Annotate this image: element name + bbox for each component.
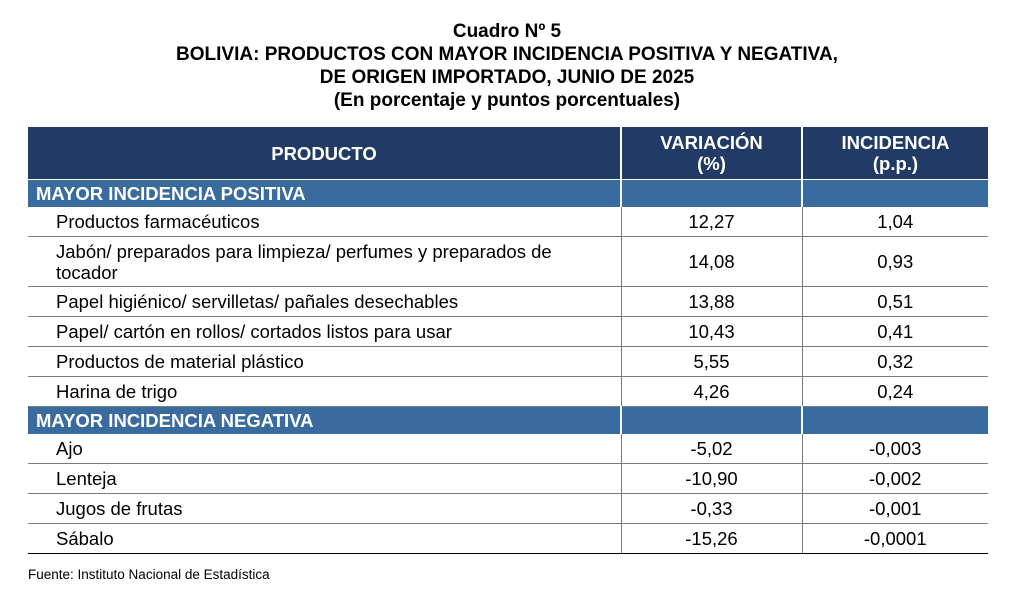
product-name: Ajo <box>28 434 621 464</box>
table-row: Productos farmacéuticos 12,27 1,04 <box>28 207 988 237</box>
incidence-value: 0,24 <box>801 376 988 407</box>
incidence-value: -0,0001 <box>801 523 988 554</box>
incidence-value: 0,51 <box>801 286 988 317</box>
table-row: Jabón/ preparados para limpieza/ perfume… <box>28 236 988 287</box>
source-note: Fuente: Instituto Nacional de Estadístic… <box>28 567 270 582</box>
header-variacion: VARIACIÓN (%) <box>621 127 803 180</box>
table-row: Lenteja -10,90 -0,002 <box>28 463 988 494</box>
product-name: Sábalo <box>28 523 621 554</box>
header-incidencia-line-1: INCIDENCIA <box>841 132 950 153</box>
section-cell-empty <box>801 406 988 434</box>
product-name: Jugos de frutas <box>28 493 621 524</box>
incidence-value: -0,002 <box>801 463 988 494</box>
incidence-value: 0,41 <box>801 316 988 347</box>
header-producto: PRODUCTO <box>28 127 622 180</box>
product-name: Jabón/ preparados para limpieza/ perfume… <box>28 236 621 287</box>
product-name: Papel/ cartón en rollos/ cortados listos… <box>28 316 621 347</box>
header-incidencia-line-2: (p.p.) <box>872 153 919 174</box>
table-subtitle: (En porcentaje y puntos porcentuales) <box>333 90 681 111</box>
products-incidence-table: PRODUCTO VARIACIÓN (%) INCIDENCIA (p.p.)… <box>28 127 988 554</box>
table-label: Cuadro Nº 5 <box>452 21 562 42</box>
incidence-value: 0,93 <box>801 236 988 287</box>
variation-value: 12,27 <box>620 207 802 237</box>
variation-value: 13,88 <box>620 286 802 317</box>
section-cell-empty <box>801 179 988 207</box>
product-name: Productos farmacéuticos <box>28 207 621 237</box>
variation-value: 4,26 <box>620 376 802 407</box>
header-variacion-line-2: (%) <box>697 153 726 174</box>
table-row: Harina de trigo 4,26 0,24 <box>28 376 988 407</box>
table-header-row: PRODUCTO VARIACIÓN (%) INCIDENCIA (p.p.) <box>28 127 988 180</box>
section-cell-empty <box>620 179 802 207</box>
incidence-value: -0,003 <box>801 434 988 464</box>
table-row: Papel/ cartón en rollos/ cortados listos… <box>28 316 988 347</box>
section-title-negative: MAYOR INCIDENCIA NEGATIVA <box>28 406 621 434</box>
variation-value: 5,55 <box>620 346 802 377</box>
table-title-line-2: DE ORIGEN IMPORTADO, JUNIO DE 2025 <box>319 67 695 88</box>
table-row: Jugos de frutas -0,33 -0,001 <box>28 493 988 524</box>
product-name: Lenteja <box>28 463 621 494</box>
table-row: Papel higiénico/ servilletas/ pañales de… <box>28 286 988 317</box>
incidence-value: 1,04 <box>801 207 988 237</box>
variation-value: -0,33 <box>620 493 802 524</box>
incidence-value: 0,32 <box>801 346 988 377</box>
variation-value: 10,43 <box>620 316 802 347</box>
section-title-positive: MAYOR INCIDENCIA POSITIVA <box>28 179 621 207</box>
table-title-line-1: BOLIVIA: PRODUCTOS CON MAYOR INCIDENCIA … <box>176 44 838 65</box>
section-row-negative: MAYOR INCIDENCIA NEGATIVA <box>28 406 988 434</box>
product-name: Papel higiénico/ servilletas/ pañales de… <box>28 286 621 317</box>
table-caption: Cuadro Nº 5 BOLIVIA: PRODUCTOS CON MAYOR… <box>0 20 1014 112</box>
table-row: Ajo -5,02 -0,003 <box>28 434 988 464</box>
variation-value: -15,26 <box>620 523 802 554</box>
variation-value: 14,08 <box>620 236 802 287</box>
table-row: Productos de material plástico 5,55 0,32 <box>28 346 988 377</box>
section-row-positive: MAYOR INCIDENCIA POSITIVA <box>28 179 988 207</box>
section-cell-empty <box>620 406 802 434</box>
header-incidencia: INCIDENCIA (p.p.) <box>802 127 988 180</box>
variation-value: -10,90 <box>620 463 802 494</box>
product-name: Harina de trigo <box>28 376 621 407</box>
incidence-value: -0,001 <box>801 493 988 524</box>
header-variacion-line-1: VARIACIÓN <box>660 132 763 153</box>
product-name: Productos de material plástico <box>28 346 621 377</box>
table-row: Sábalo -15,26 -0,0001 <box>28 523 988 554</box>
variation-value: -5,02 <box>620 434 802 464</box>
